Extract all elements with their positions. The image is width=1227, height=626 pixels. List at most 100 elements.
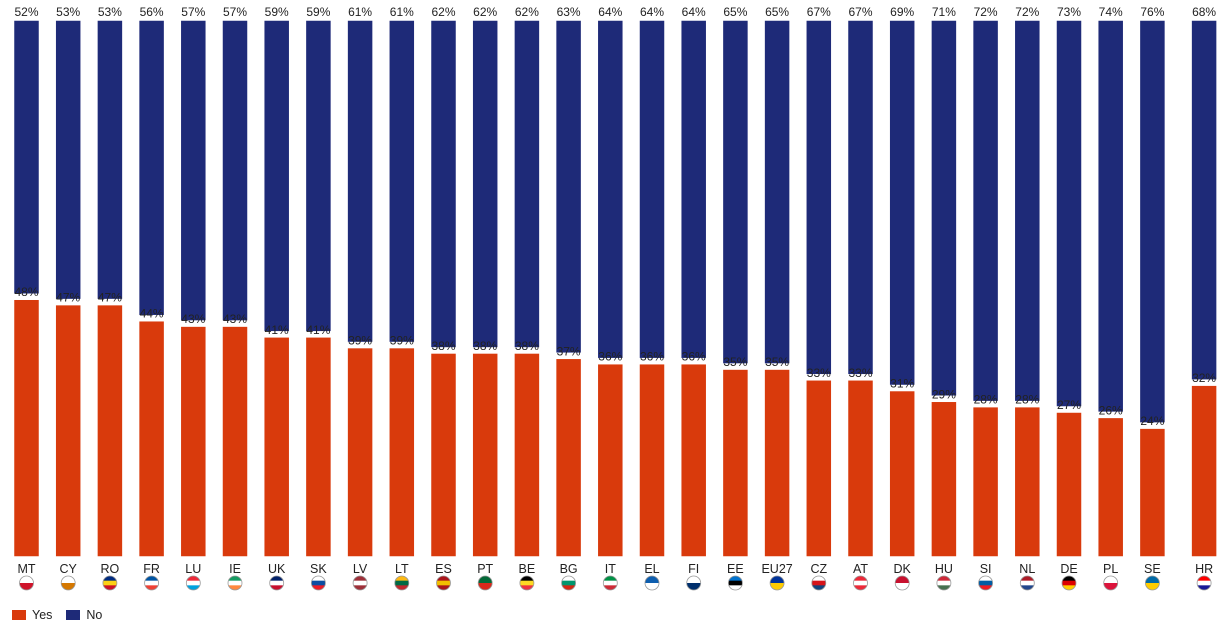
category-label-eu27: EU27 bbox=[761, 562, 792, 576]
flag-hu-icon bbox=[936, 576, 951, 590]
data-label-no-pt: 62% bbox=[473, 5, 497, 19]
bar-no-eu27 bbox=[763, 19, 791, 365]
bar-no-de bbox=[1055, 19, 1083, 408]
data-label-no-es: 62% bbox=[431, 5, 455, 19]
bar-yes-fr bbox=[137, 319, 166, 558]
data-label-yes-bg: 37% bbox=[557, 344, 581, 358]
flag-mt-icon bbox=[19, 576, 34, 590]
flag-ee-icon bbox=[728, 576, 743, 590]
flag-cy-icon bbox=[61, 576, 76, 590]
bar-yes-dk bbox=[888, 389, 916, 558]
bar-yes-mt bbox=[12, 298, 41, 558]
category-label-lu: LU bbox=[185, 562, 201, 576]
data-label-yes-uk: 41% bbox=[265, 323, 289, 337]
bar-yes-pt bbox=[471, 352, 499, 558]
flag-el-icon bbox=[645, 576, 659, 590]
category-label-sk: SK bbox=[310, 562, 327, 576]
data-label-yes-pl: 26% bbox=[1099, 403, 1123, 417]
data-label-yes-at: 33% bbox=[848, 366, 872, 380]
category-label-ie: IE bbox=[229, 562, 241, 576]
bar-yes-lu bbox=[179, 325, 208, 558]
bar-no-at bbox=[846, 19, 875, 376]
category-label-se: SE bbox=[1144, 562, 1161, 576]
category-label-lv: LV bbox=[353, 562, 368, 576]
category-label-lt: LT bbox=[395, 562, 409, 576]
data-label-yes-de: 27% bbox=[1057, 398, 1081, 412]
category-label-at: AT bbox=[853, 562, 868, 576]
flag-hr-icon bbox=[1197, 576, 1212, 590]
data-label-no-si: 72% bbox=[974, 5, 998, 19]
data-label-no-pl: 74% bbox=[1099, 5, 1123, 19]
bar-no-pt bbox=[471, 19, 499, 349]
data-label-yes-fr: 44% bbox=[140, 307, 164, 321]
bar-yes-se bbox=[1138, 427, 1167, 558]
data-label-no-it: 64% bbox=[598, 5, 622, 19]
category-label-mt: MT bbox=[17, 562, 35, 576]
flag-cz-icon bbox=[811, 576, 826, 590]
flag-uk-icon bbox=[269, 576, 284, 590]
category-label-cy: CY bbox=[60, 562, 78, 576]
flag-eu27-icon bbox=[770, 576, 785, 590]
data-label-no-bg: 63% bbox=[557, 5, 581, 19]
flag-nl-icon bbox=[1020, 576, 1035, 590]
category-label-bg: BG bbox=[560, 562, 578, 576]
flag-se-icon bbox=[1145, 576, 1160, 590]
bar-yes-at bbox=[846, 379, 875, 558]
data-label-no-hu: 71% bbox=[932, 5, 956, 19]
bar-no-lu bbox=[179, 19, 208, 322]
bar-yes-el bbox=[638, 362, 666, 558]
data-label-yes-lv: 39% bbox=[348, 334, 372, 348]
flag-de-icon bbox=[1062, 576, 1076, 590]
bar-no-ie bbox=[221, 19, 249, 322]
data-label-no-se: 76% bbox=[1140, 5, 1164, 19]
category-label-fr: FR bbox=[143, 562, 160, 576]
data-label-yes-eu27: 35% bbox=[765, 355, 789, 369]
data-label-no-dk: 69% bbox=[890, 5, 914, 19]
bar-yes-ro bbox=[96, 303, 124, 558]
bar-no-pl bbox=[1096, 19, 1125, 414]
data-label-no-cy: 53% bbox=[56, 5, 80, 19]
data-label-yes-sk: 41% bbox=[306, 323, 330, 337]
flag-bg-icon bbox=[561, 576, 576, 590]
category-label-pl: PL bbox=[1103, 562, 1118, 576]
flag-ie-icon bbox=[228, 576, 242, 590]
bar-yes-pl bbox=[1096, 416, 1125, 558]
bar-no-dk bbox=[888, 19, 916, 387]
data-label-yes-nl: 28% bbox=[1015, 393, 1039, 407]
data-label-yes-lt: 39% bbox=[390, 334, 414, 348]
data-label-yes-mt: 48% bbox=[14, 285, 38, 299]
bar-no-el bbox=[638, 19, 666, 360]
legend-label-no: No bbox=[86, 608, 103, 622]
bar-no-it bbox=[596, 19, 625, 360]
legend-label-yes: Yes bbox=[32, 608, 53, 622]
flag-it-icon bbox=[603, 576, 618, 590]
bar-yes-ee bbox=[721, 368, 750, 558]
flag-be-icon bbox=[519, 576, 534, 590]
bar-no-bg bbox=[554, 19, 583, 355]
category-label-ee: EE bbox=[727, 562, 744, 576]
data-label-no-ie: 57% bbox=[223, 5, 247, 19]
data-label-yes-cy: 47% bbox=[56, 291, 80, 305]
data-label-no-eu27: 65% bbox=[765, 5, 789, 19]
data-label-yes-pt: 38% bbox=[473, 339, 497, 353]
bar-yes-cy bbox=[54, 303, 82, 558]
data-label-yes-it: 36% bbox=[598, 350, 622, 364]
bar-yes-uk bbox=[262, 336, 291, 558]
legend-item-no: No bbox=[66, 608, 102, 622]
category-label-si: SI bbox=[980, 562, 992, 576]
data-label-yes-el: 36% bbox=[640, 350, 664, 364]
flag-lv-icon bbox=[353, 576, 368, 590]
data-label-no-cz: 67% bbox=[807, 5, 831, 19]
bar-no-nl bbox=[1013, 19, 1042, 403]
bar-no-lv bbox=[346, 19, 374, 344]
flag-lt-icon bbox=[394, 576, 409, 590]
flag-lu-icon bbox=[186, 576, 201, 590]
category-label-uk: UK bbox=[268, 562, 286, 576]
data-label-no-uk: 59% bbox=[265, 5, 289, 19]
category-label-ro: RO bbox=[101, 562, 120, 576]
chart-legend: Yes No bbox=[12, 607, 102, 623]
flag-fr-icon bbox=[144, 576, 159, 590]
bar-no-hu bbox=[930, 19, 958, 398]
bar-yes-hr bbox=[1190, 384, 1218, 558]
data-label-no-be: 62% bbox=[515, 5, 539, 19]
